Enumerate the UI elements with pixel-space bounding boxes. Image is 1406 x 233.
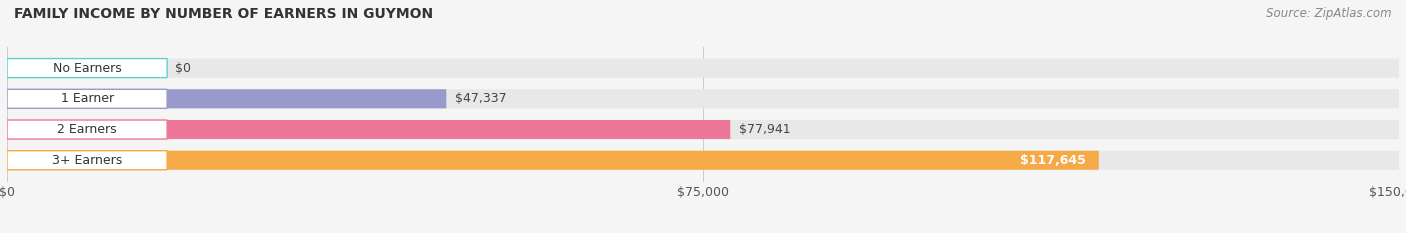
Text: 1 Earner: 1 Earner [60, 92, 114, 105]
FancyBboxPatch shape [7, 151, 167, 170]
Text: 2 Earners: 2 Earners [58, 123, 117, 136]
FancyBboxPatch shape [7, 89, 446, 108]
Text: No Earners: No Earners [52, 62, 121, 75]
FancyBboxPatch shape [7, 58, 167, 78]
FancyBboxPatch shape [7, 120, 167, 139]
Text: Source: ZipAtlas.com: Source: ZipAtlas.com [1267, 7, 1392, 20]
Text: $0: $0 [176, 62, 191, 75]
Text: $77,941: $77,941 [738, 123, 790, 136]
Text: $47,337: $47,337 [454, 92, 506, 105]
FancyBboxPatch shape [7, 120, 730, 139]
Text: 3+ Earners: 3+ Earners [52, 154, 122, 167]
FancyBboxPatch shape [7, 151, 1098, 170]
Text: $117,645: $117,645 [1021, 154, 1087, 167]
Text: FAMILY INCOME BY NUMBER OF EARNERS IN GUYMON: FAMILY INCOME BY NUMBER OF EARNERS IN GU… [14, 7, 433, 21]
FancyBboxPatch shape [7, 151, 1399, 170]
FancyBboxPatch shape [7, 120, 1399, 139]
FancyBboxPatch shape [7, 89, 167, 108]
FancyBboxPatch shape [7, 58, 1399, 78]
FancyBboxPatch shape [7, 89, 1399, 108]
